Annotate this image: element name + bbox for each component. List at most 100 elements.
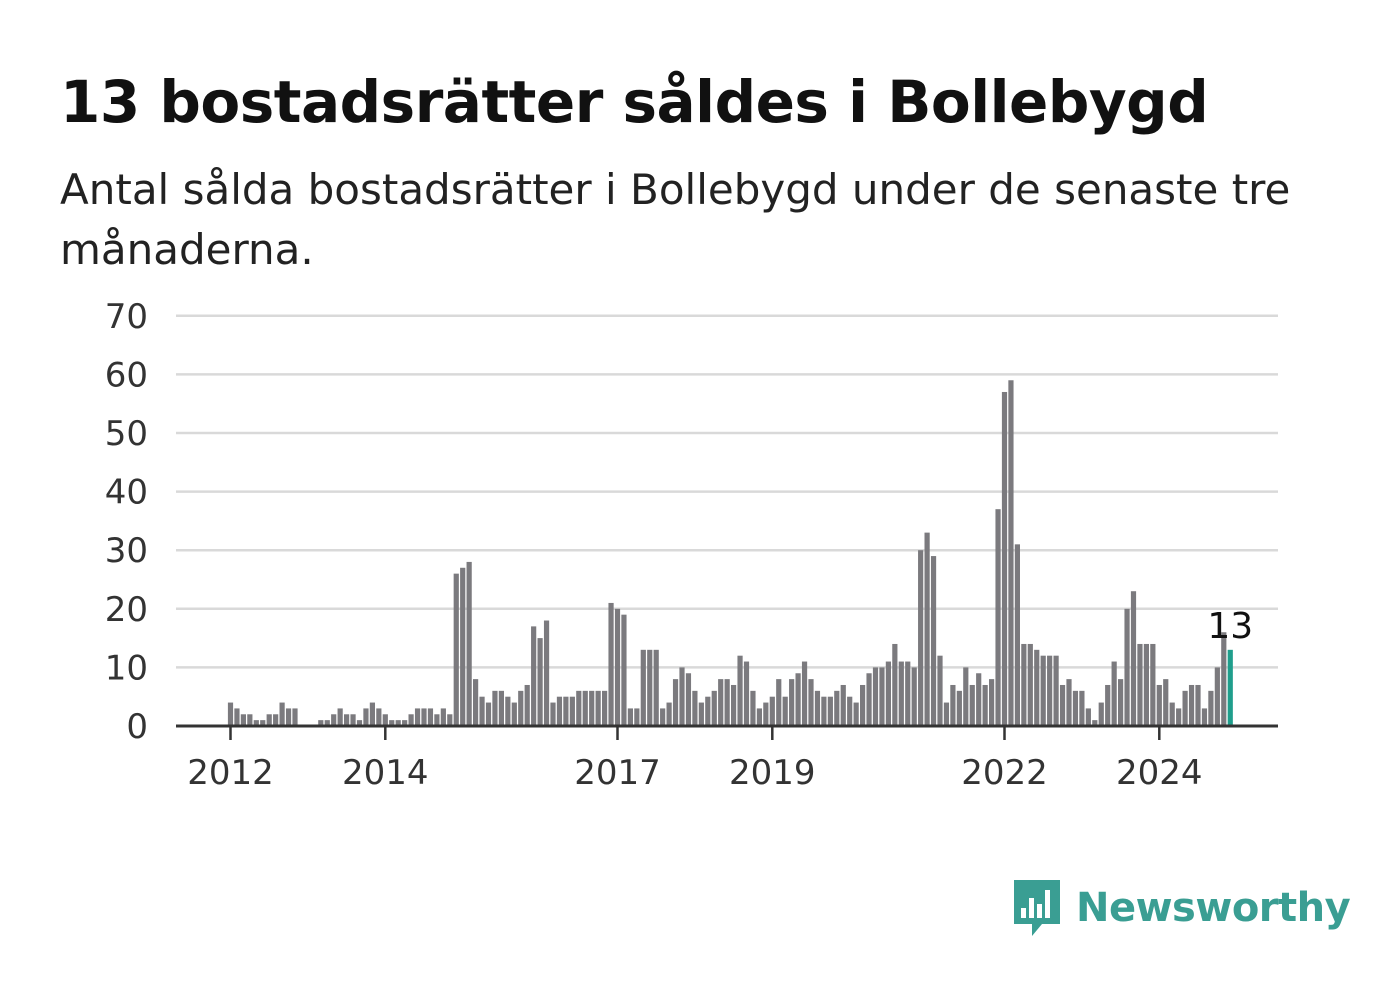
bar (1072, 690, 1079, 726)
bar (1124, 608, 1130, 726)
bar (582, 690, 588, 726)
bar (821, 696, 827, 726)
bar (473, 679, 479, 726)
brand-logo: Newsworthy (1012, 878, 1351, 938)
bar (569, 696, 575, 726)
bar (718, 679, 724, 726)
bar (1053, 655, 1059, 726)
bar (911, 667, 917, 726)
bar (505, 696, 511, 726)
bar (885, 661, 891, 726)
bar (389, 720, 395, 726)
bar-latest (1227, 649, 1233, 726)
bar (872, 667, 879, 726)
bar (1085, 708, 1091, 726)
bar (402, 720, 408, 726)
last-value-label: 13 (1207, 606, 1253, 647)
x-tick-label: 2014 (342, 753, 429, 793)
bar (743, 661, 750, 726)
bar (905, 661, 911, 726)
bar (995, 509, 1001, 726)
y-tick-label: 40 (105, 473, 148, 513)
bar (795, 673, 801, 726)
bar (1066, 679, 1072, 726)
bar (1001, 391, 1008, 726)
y-tick-label: 20 (105, 590, 148, 630)
bar (543, 620, 550, 726)
bar (485, 702, 492, 726)
bar (814, 690, 821, 726)
bar (737, 655, 743, 726)
bar (260, 720, 266, 726)
gridlines (176, 314, 1278, 669)
bar (731, 684, 737, 726)
bar (982, 684, 988, 726)
bar (853, 702, 859, 726)
y-tick-label: 10 (105, 648, 148, 688)
bar (750, 690, 756, 726)
bar (640, 649, 646, 726)
bar (595, 690, 601, 726)
bar (672, 679, 679, 726)
bar (860, 684, 866, 726)
bar (479, 696, 485, 726)
bar (279, 702, 285, 726)
bar (518, 690, 524, 726)
bar (556, 696, 563, 726)
bar (1221, 632, 1227, 726)
bar (369, 702, 375, 726)
bar (414, 708, 421, 726)
bar (943, 702, 950, 726)
bar (318, 720, 324, 726)
bar (576, 690, 582, 726)
bar (234, 708, 240, 726)
bar (337, 708, 343, 726)
bar (956, 690, 962, 726)
bar (763, 702, 769, 726)
bar (492, 690, 498, 726)
bar (808, 679, 814, 726)
bar (847, 696, 853, 726)
bar (324, 720, 330, 726)
bar (1040, 655, 1046, 726)
bar (1105, 684, 1111, 726)
bar (1195, 684, 1201, 726)
bar (801, 661, 808, 726)
bar (647, 649, 653, 726)
y-tick-label: 70 (105, 297, 148, 337)
bar (537, 638, 543, 726)
bar (827, 696, 833, 726)
newsworthy-logo-icon (1014, 880, 1060, 936)
bar (350, 714, 356, 726)
bar (1027, 643, 1033, 726)
bar (969, 684, 975, 726)
bar (769, 696, 775, 726)
annotations: 13 (1207, 606, 1253, 647)
bar (1034, 649, 1040, 726)
bar (685, 673, 692, 726)
bar (1092, 720, 1098, 726)
bar (434, 714, 440, 726)
bar (924, 532, 930, 726)
bar (1098, 702, 1104, 726)
bar (666, 702, 672, 726)
y-tick-label: 0 (126, 707, 148, 747)
bar (447, 714, 453, 726)
bar (1156, 684, 1162, 726)
bar (1111, 661, 1117, 726)
bar (247, 714, 253, 726)
bar (930, 556, 937, 726)
bar (776, 679, 782, 726)
y-tick-label: 50 (105, 414, 148, 454)
bar (344, 714, 350, 726)
bar (634, 708, 640, 726)
bar (253, 720, 259, 726)
bar (892, 643, 898, 726)
bar (511, 702, 517, 726)
bar (976, 673, 982, 726)
bar (331, 714, 337, 726)
bar (879, 667, 885, 726)
x-tick-label: 2012 (187, 753, 274, 793)
bar (292, 708, 298, 726)
x-tick-label: 2019 (729, 753, 816, 793)
